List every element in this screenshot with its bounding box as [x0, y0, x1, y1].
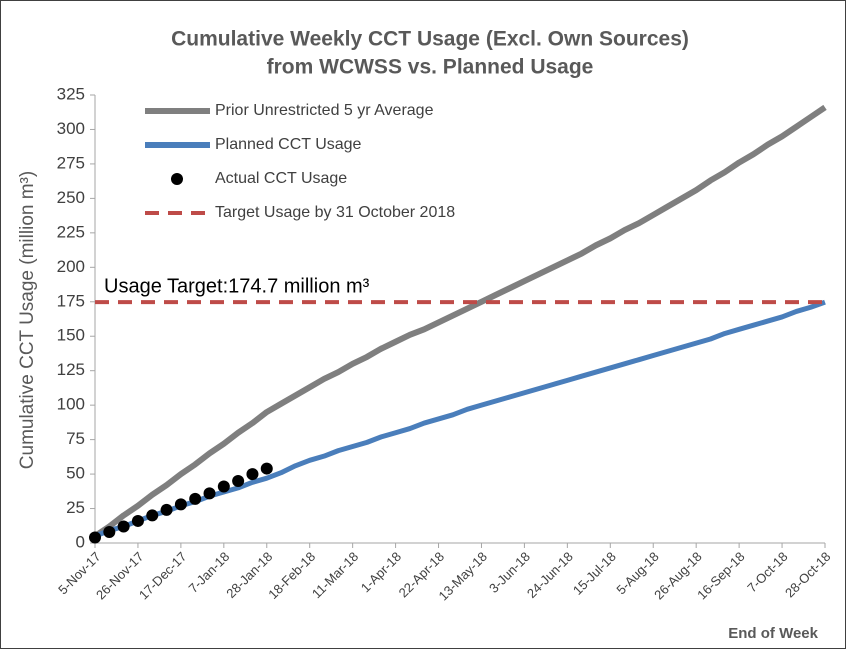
y-tick-label: 300	[57, 119, 85, 138]
data-point	[89, 531, 101, 544]
y-tick-label: 200	[57, 257, 85, 276]
data-point	[246, 468, 259, 481]
y-tick-label: 25	[66, 498, 85, 517]
chart-title: from WCWSS vs. Planned Usage	[267, 56, 594, 79]
data-point	[131, 514, 144, 527]
x-axis-label: End of Week	[728, 625, 818, 642]
y-tick-label: 175	[57, 291, 85, 310]
line-series	[93, 104, 827, 539]
legend-label: Prior Unrestricted 5 yr Average	[215, 102, 434, 119]
y-tick-label: 75	[66, 429, 85, 448]
data-point	[232, 474, 245, 487]
data-point	[146, 509, 159, 522]
data-point	[189, 492, 202, 505]
y-tick-label: 225	[57, 222, 85, 241]
data-point	[174, 498, 187, 511]
legend-marker	[171, 173, 183, 185]
y-tick-label: 50	[66, 464, 85, 483]
legend-label: Target Usage by 31 October 2018	[215, 204, 455, 221]
y-tick-label: 125	[57, 360, 85, 379]
data-point	[160, 503, 173, 516]
y-tick-label: 150	[57, 326, 85, 345]
data-point	[203, 487, 216, 500]
chart-title: Cumulative Weekly CCT Usage (Excl. Own S…	[171, 28, 689, 51]
data-point	[103, 525, 116, 538]
y-tick-label: 275	[57, 153, 85, 172]
y-tick-label: 325	[57, 84, 85, 103]
legend-label: Actual CCT Usage	[215, 170, 347, 187]
annotation: Usage Target:174.7 million m³	[104, 275, 370, 297]
y-axis-label: Cumulative CCT Usage (million m³)	[17, 171, 38, 469]
data-point	[117, 520, 130, 533]
y-tick-label: 100	[57, 395, 85, 414]
y-tick-label: 250	[57, 188, 85, 207]
data-point	[217, 480, 230, 493]
y-tick-label: 0	[76, 532, 85, 551]
data-point	[260, 462, 273, 475]
line-series	[94, 299, 826, 539]
legend-label: Planned CCT Usage	[215, 136, 362, 153]
